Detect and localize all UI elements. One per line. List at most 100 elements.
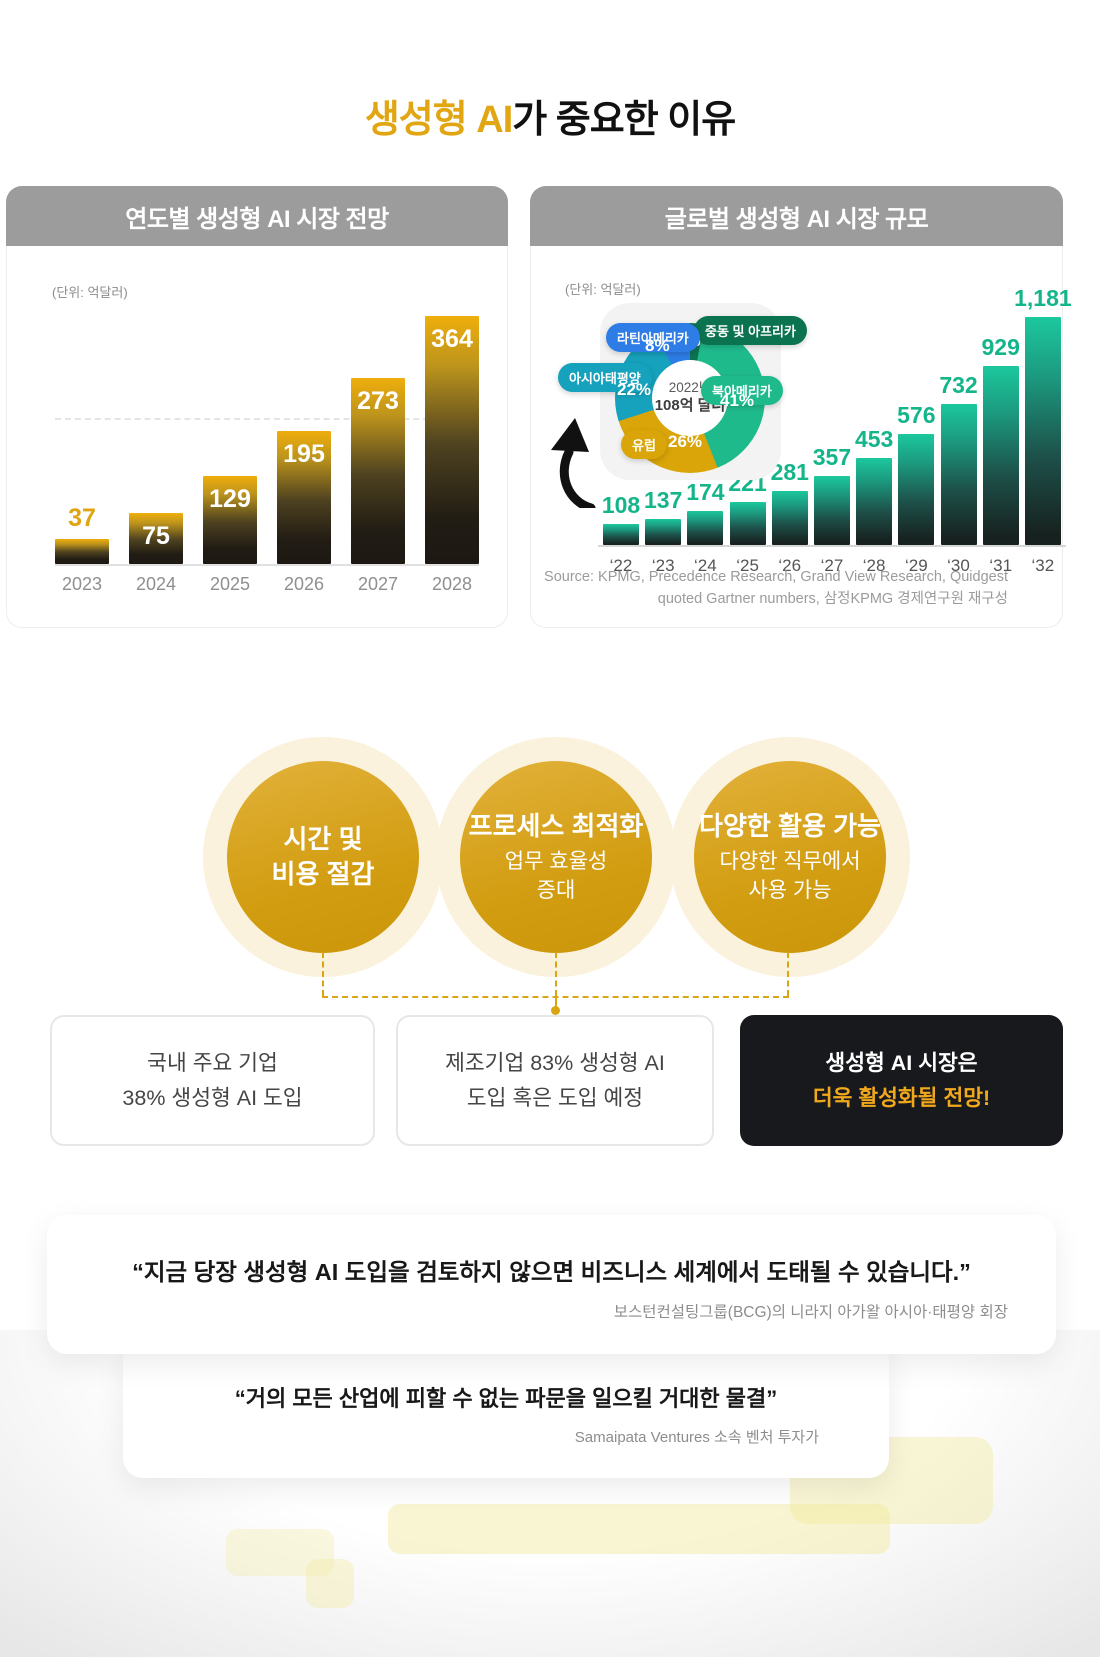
decor-rect xyxy=(226,1529,334,1576)
x-axis-label: ‘29 xyxy=(904,556,928,575)
bar-‘30: 732 xyxy=(939,372,978,545)
bar-‘23: 137 xyxy=(644,487,683,545)
page-title-rest: 가 중요한 이유 xyxy=(512,99,736,141)
benefit-sub-line: 증대 xyxy=(536,878,576,902)
bar-rect: 273 xyxy=(351,378,405,564)
forecast-unit-label: (단위: 억달러) xyxy=(52,285,128,300)
bar-rect xyxy=(771,491,808,545)
x-axis-label: 2023 xyxy=(61,574,103,594)
connector-line xyxy=(787,952,789,996)
decor-rect xyxy=(388,1504,890,1554)
forecast-card-header: 연도별 생성형 AI 시장 전망 xyxy=(6,186,508,246)
stat-box-outlook: 생성형 AI 시장은 더욱 활성화될 전망! xyxy=(740,1015,1063,1146)
bar-rect: 195 xyxy=(277,431,331,564)
x-axis-label: ‘23 xyxy=(651,556,675,575)
forecast-x-axis: 2023 2024 2025 2026 2027 2028 xyxy=(55,574,479,595)
bar-‘25: 221 xyxy=(728,470,767,545)
region-percent-label: 41% xyxy=(720,391,755,410)
quote-text: “거의 모든 산업에 피할 수 없는 파문을 일으킬 거대한 물결” xyxy=(234,1386,778,1411)
bar-value-label: 357 xyxy=(812,444,852,470)
page-title: 생성형 AI가 중요한 이유 xyxy=(0,88,1100,143)
x-axis-label: ‘22 xyxy=(609,556,633,575)
bar-value-label: 929 xyxy=(981,334,1020,360)
bar-value-label: 129 xyxy=(209,485,251,513)
region-percent-label: 26% xyxy=(668,432,703,451)
source-line-1: Source: KPMG, Precedence Research, Grand… xyxy=(544,569,1008,585)
x-axis-label: ‘31 xyxy=(989,556,1013,575)
bar-value-label: 75 xyxy=(142,522,170,550)
bar-2028: 364 xyxy=(425,316,479,564)
bar-2023: 37 xyxy=(55,504,109,564)
global-bar-chart: 108 137 174 221 281 357 453 576 732 929 1,181 xyxy=(598,285,1072,547)
x-axis-label: ‘26 xyxy=(778,556,802,575)
connector-line xyxy=(555,952,557,996)
bar-rect xyxy=(603,524,639,545)
bar-rect xyxy=(813,476,850,545)
bar-rect: 129 xyxy=(203,476,257,564)
bar-value-label: 273 xyxy=(357,387,399,415)
bar-value-label: 576 xyxy=(897,402,936,428)
benefit-sub-line: 업무 효율성 xyxy=(504,850,608,874)
x-axis-label: ‘30 xyxy=(947,556,970,575)
bar-rect: 364 xyxy=(425,316,479,564)
quote-attribution: 보스턴컨설팅그룹(BCG)의 니라지 아가왈 아시아·태평양 회장 xyxy=(613,1304,1008,1321)
forecast-gridline xyxy=(55,418,479,420)
quote-card-bcg: “지금 당장 생성형 AI 도입을 검토하지 않으면 비즈니스 세계에서 도태될… xyxy=(47,1215,1056,1354)
region-pill: 중동 및 아프리카 xyxy=(694,316,807,345)
stat-line-highlight: 더욱 활성화될 전망! xyxy=(812,1085,991,1110)
bar-‘24: 174 xyxy=(686,479,725,545)
stat-line: 도입 혹은 도입 예정 xyxy=(466,1085,644,1110)
region-pill: 유럽 xyxy=(621,430,667,459)
bar-value-label: 37 xyxy=(68,504,96,532)
region-percent-label: 8% xyxy=(645,336,670,355)
bar-‘22: 108 xyxy=(601,492,641,545)
benefit-sub-line: 사용 가능 xyxy=(748,878,832,902)
bar-value-label: 364 xyxy=(431,325,473,353)
bar-2025: 129 xyxy=(203,476,257,564)
benefit-title-line: 비용 절감 xyxy=(271,859,375,889)
bar-‘28: 453 xyxy=(854,426,894,545)
bar-value-label: 453 xyxy=(854,426,894,452)
bar-value-label: 137 xyxy=(644,487,683,513)
x-axis-label: 2025 xyxy=(209,574,251,594)
global-x-axis: ‘22 ‘23 ‘24 ‘25 ‘26 ‘27 ‘28 ‘29 ‘30 ‘31 ‘32 xyxy=(598,556,1066,576)
benefit-title-line: 프로세스 최적화 xyxy=(468,811,644,842)
bar-‘26: 281 xyxy=(771,459,809,545)
bar-2027: 273 xyxy=(351,378,405,564)
stat-line: 국내 주요 기업 xyxy=(147,1051,278,1076)
region-pill: 아시아태평양 xyxy=(558,363,652,392)
bar-rect xyxy=(982,366,1019,545)
benefit-title-line: 시간 및 xyxy=(283,823,363,854)
stat-line: 38% 생성형 AI 도입 xyxy=(122,1085,303,1110)
bar-rect xyxy=(729,502,766,545)
region-pill: 라틴아메리카 xyxy=(606,323,700,352)
region-percent-label: 22% xyxy=(617,380,652,399)
stat-box-manufacturing: 제조기업 83% 생성형 AI 도입 혹은 도입 예정 xyxy=(396,1015,714,1146)
bar-value-label: 108 xyxy=(601,492,641,518)
benefit-circle-process: 프로세스 최적화 업무 효율성 증대 xyxy=(460,761,652,953)
global-source-note: Source: KPMG, Precedence Research, Grand… xyxy=(544,567,1008,611)
region-pill: 북아메리카 xyxy=(701,376,783,405)
x-axis-label: 2027 xyxy=(357,574,399,594)
bar-2026: 195 xyxy=(277,431,331,564)
connector-line xyxy=(322,952,324,996)
bar-rect xyxy=(645,519,682,545)
stat-line: 제조기업 83% 생성형 AI xyxy=(445,1051,665,1076)
bar-rect xyxy=(856,458,893,545)
quote-attribution: Samaipata Ventures 소속 벤처 투자가 xyxy=(574,1429,819,1446)
x-axis-label: ‘24 xyxy=(694,556,717,575)
benefit-title-line: 다양한 활용 가능 xyxy=(699,811,881,842)
bar-value-label: 732 xyxy=(939,372,978,398)
forecast-bar-chart: 37 75 129 195 273 364 xyxy=(55,316,479,566)
bar-2024: 75 xyxy=(129,513,183,564)
stat-line: 생성형 AI 시장은 xyxy=(825,1051,978,1076)
benefit-circle-time-cost: 시간 및 비용 절감 xyxy=(227,761,419,953)
page-title-highlight: 생성형 AI xyxy=(364,99,513,141)
x-axis-label: ‘32 xyxy=(1031,556,1055,575)
quote-card-samaipata: “거의 모든 산업에 피할 수 없는 파문을 일으킬 거대한 물결” Samai… xyxy=(123,1339,889,1478)
bar-value-label: 174 xyxy=(686,479,725,505)
bar-rect xyxy=(687,511,724,545)
benefit-circle-versatility: 다양한 활용 가능 다양한 직무에서 사용 가능 xyxy=(694,761,886,953)
bar-‘32: 1,181 xyxy=(1014,285,1072,545)
